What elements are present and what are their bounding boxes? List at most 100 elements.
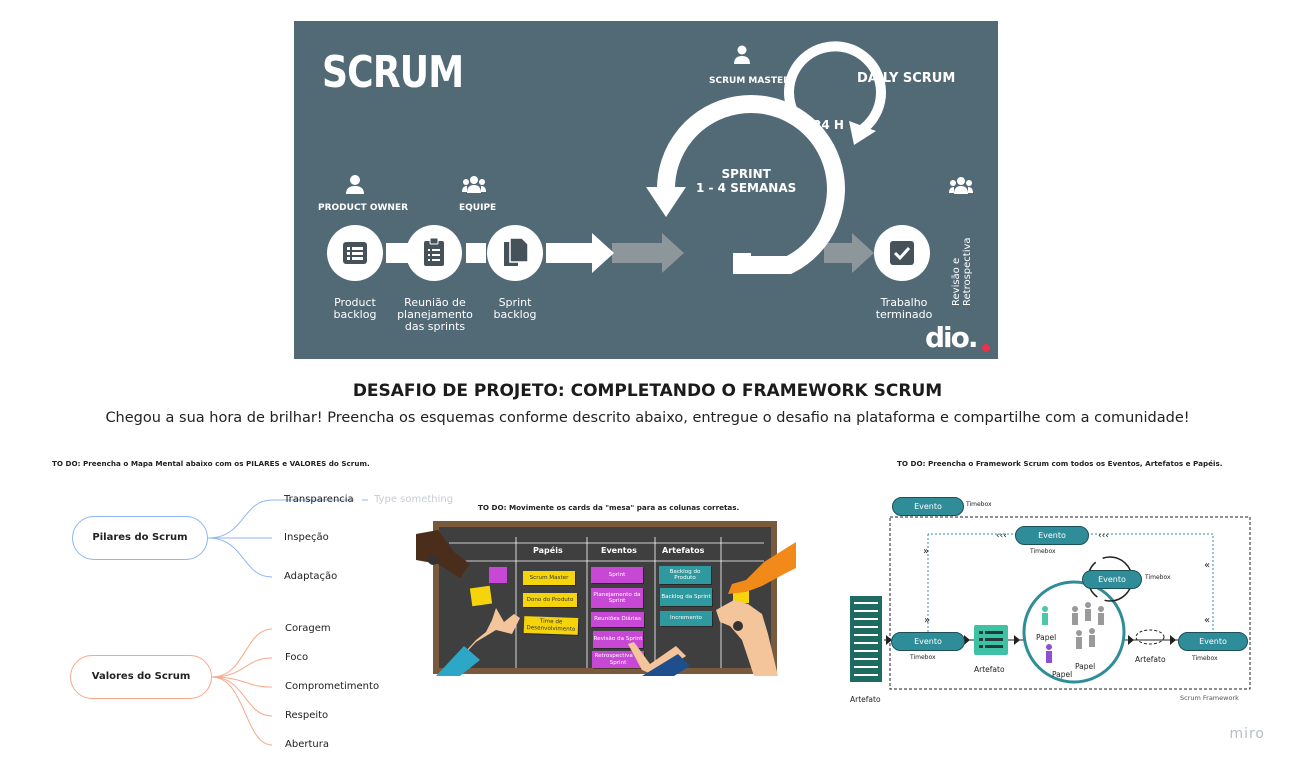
svg-text:«: «: [1204, 615, 1210, 626]
watch-right-icon: [733, 621, 743, 631]
valor-abertura[interactable]: Abertura: [285, 739, 329, 750]
artefato-label-backlog[interactable]: Artefato: [850, 695, 881, 704]
pilar-transparencia[interactable]: Transparencia: [284, 494, 354, 505]
mindmap-todo: TO DO: Preencha o Mapa Mental abaixo com…: [52, 459, 370, 468]
product-backlog-stack: [850, 596, 882, 682]
daily-loop: [784, 41, 886, 136]
event-left[interactable]: Evento: [891, 632, 965, 651]
card-planejamento[interactable]: Planejamento da Sprint: [591, 588, 643, 608]
artefato-label-increment[interactable]: Artefato: [1135, 655, 1166, 664]
artefato-label-sprint[interactable]: Artefato: [974, 665, 1005, 674]
papel-label-2[interactable]: Papel: [1075, 662, 1096, 671]
pilar-inspecao[interactable]: Inspeção: [284, 532, 329, 543]
card-scrum-master[interactable]: Scrum Master: [523, 571, 575, 585]
board-todo: TO DO: Movimente os cards da "mesa" para…: [478, 503, 740, 512]
planning-circle: [406, 225, 462, 281]
connector-1: [386, 243, 408, 263]
timebox-daily: Timebox: [1145, 574, 1171, 581]
valor-coragem[interactable]: Coragem: [285, 623, 331, 634]
column-papeis: Papéis: [533, 546, 563, 555]
documents-icon: [504, 238, 528, 266]
hand-dark-icon: [416, 530, 470, 578]
flow-arrow-gray-2: [824, 233, 874, 273]
event-right[interactable]: Evento: [1178, 632, 1248, 651]
pilar-adaptacao[interactable]: Adaptação: [284, 571, 338, 582]
connector-2: [466, 243, 486, 263]
review-label: Revisão e Retrospectiva: [951, 237, 973, 306]
timebox-top: Timebox: [1030, 548, 1056, 555]
column-artefatos: Artefatos: [662, 546, 705, 555]
daily-scrum-label: DAILY SCRUM: [857, 71, 956, 86]
valor-comprometimento[interactable]: Comprometimento: [285, 681, 380, 692]
card-dono-produto[interactable]: Dono do Produto: [523, 593, 577, 607]
card-incremento[interactable]: Incremento: [660, 611, 712, 626]
watch-icon: [428, 555, 438, 565]
product-owner-label: PRODUCT OWNER: [318, 203, 409, 213]
connector-coragem: [211, 628, 273, 678]
team-icon: [462, 176, 486, 193]
loose-note-purple[interactable]: [489, 567, 507, 583]
page-subtitle: Chegou a sua hora de brilhar! Preencha o…: [105, 410, 1190, 426]
scrum-hero-image: SCRUM PRODUCT OWNER EQUIPE SCRUM MASTER …: [294, 21, 998, 359]
scrum-master-label: SCRUM MASTER: [709, 76, 791, 86]
card-sprint[interactable]: Sprint: [591, 567, 643, 583]
valor-foco[interactable]: Foco: [285, 652, 309, 663]
product-backlog-label: Product backlog: [333, 296, 377, 321]
event-top-left[interactable]: Evento: [892, 497, 964, 516]
board-grid-lines: [449, 537, 764, 668]
dio-logo: dio.: [925, 321, 978, 354]
sprint-backlog-circle: [487, 225, 543, 281]
connector-transparencia: [207, 499, 354, 539]
flow-arrow-gray-1: [612, 233, 684, 273]
clipboard-icon: [424, 238, 444, 266]
hero-title: SCRUM: [322, 47, 464, 98]
svg-text:‹‹‹: ‹‹‹: [996, 531, 1007, 541]
scrum-master-icon: [734, 45, 750, 64]
pilares-node[interactable]: Pilares do Scrum: [72, 516, 208, 560]
hand-right-icon: [716, 600, 778, 676]
list-icon: [343, 242, 367, 264]
framework-footer: Scrum Framework: [1180, 694, 1239, 702]
event-daily[interactable]: Evento: [1082, 570, 1142, 589]
mindmap-connectors: [207, 499, 368, 746]
card-reunioes-diarias[interactable]: Reuniões Diárias: [591, 612, 644, 627]
hands-illustration: [416, 530, 796, 676]
done-label: Trabalho terminado: [875, 296, 933, 321]
scrum-flow-graphic: [386, 41, 990, 352]
card-retrospectiva[interactable]: Retrospectiva da Sprint: [592, 651, 644, 668]
valor-respeito[interactable]: Respeito: [285, 710, 329, 721]
miro-logo: miro: [1229, 726, 1265, 742]
timebox-top-left: Timebox: [966, 501, 992, 508]
type-something-placeholder[interactable]: Type something: [374, 494, 454, 505]
increment-icon: [1135, 629, 1165, 645]
svg-text:»: »: [924, 615, 930, 626]
sprint-backlog-label: Sprint backlog: [493, 296, 537, 321]
flow-arrow-white: [546, 233, 614, 273]
svg-text:«: «: [1204, 560, 1210, 571]
framework-frame: [889, 516, 1251, 690]
logo-dot: [982, 344, 990, 352]
done-circle: [874, 225, 930, 281]
svg-text:‹‹‹: ‹‹‹: [1098, 531, 1109, 541]
sleeve-right-icon: [728, 542, 796, 594]
page-title: DESAFIO DE PROJETO: COMPLETANDO O FRAMEW…: [352, 381, 943, 401]
card-backlog-produto[interactable]: Backlog do Produto: [659, 566, 711, 584]
hand-left-icon: [446, 608, 520, 674]
papel-label-1[interactable]: Papel: [1036, 633, 1057, 642]
connector-respeito: [211, 676, 273, 717]
hours-label: 24 H: [813, 118, 844, 132]
sprint-loop: [656, 94, 845, 274]
checkbox-icon: [890, 241, 914, 265]
team-label: EQUIPE: [459, 203, 497, 213]
card-backlog-sprint[interactable]: Backlog da Sprint: [660, 588, 712, 606]
papel-label-3[interactable]: Papel: [1052, 670, 1073, 679]
connector-adaptacao: [207, 537, 273, 578]
event-top[interactable]: Evento: [1015, 526, 1089, 545]
sleeve-left-icon: [436, 646, 480, 676]
timebox-right: Timebox: [1192, 655, 1218, 662]
column-eventos: Eventos: [601, 546, 637, 555]
valores-node[interactable]: Valores do Scrum: [70, 655, 212, 699]
svg-text:»: »: [923, 546, 929, 557]
scrum-board: Papéis Eventos Artefatos Scrum Master Do…: [433, 521, 777, 674]
framework-todo: TO DO: Preencha o Framework Scrum com to…: [897, 459, 1223, 468]
